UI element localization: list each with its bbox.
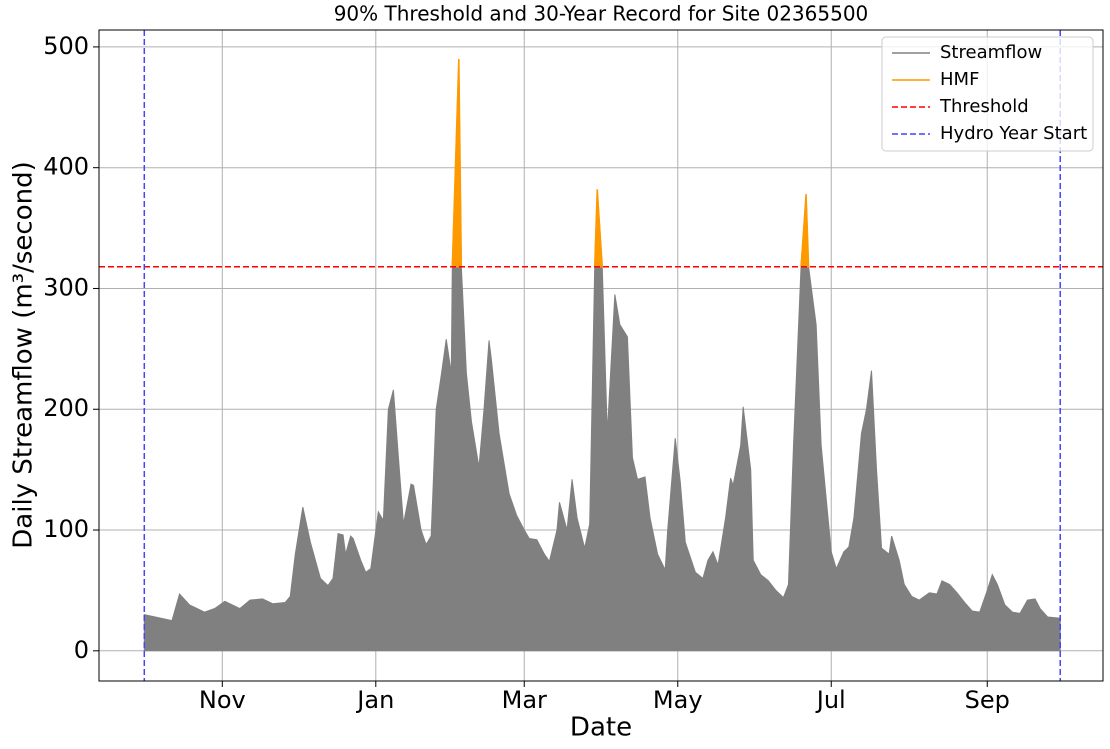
y-tick-label: 0 — [74, 636, 89, 664]
x-axis-label: Date — [570, 713, 632, 743]
x-tick-label: May — [653, 686, 703, 714]
y-tick-label: 500 — [43, 32, 89, 60]
legend-box — [881, 36, 1094, 152]
y-tick-label: 300 — [43, 273, 89, 301]
hmf-area — [451, 58, 810, 268]
x-tick-label: Jul — [815, 686, 846, 714]
legend-label: HMF — [940, 69, 979, 90]
chart-title: 90% Threshold and 30-Year Record for Sit… — [334, 2, 869, 26]
legend-label: Threshold — [939, 96, 1029, 117]
plot-frame — [98, 29, 1104, 682]
legend-label: Streamflow — [940, 42, 1042, 63]
streamflow-area — [143, 58, 1061, 652]
y-axis-label: Daily Streamflow (m³/second) — [9, 161, 39, 548]
x-tick-label: Nov — [199, 686, 246, 714]
x-tick-label: Jan — [355, 686, 394, 714]
y-tick-label: 100 — [43, 515, 89, 543]
legend-label: Hydro Year Start — [940, 123, 1087, 144]
x-tick-label: Mar — [502, 686, 547, 714]
x-tick-label: Sep — [965, 686, 1010, 714]
y-tick-label: 200 — [43, 394, 89, 422]
y-tick-label: 400 — [43, 153, 89, 181]
